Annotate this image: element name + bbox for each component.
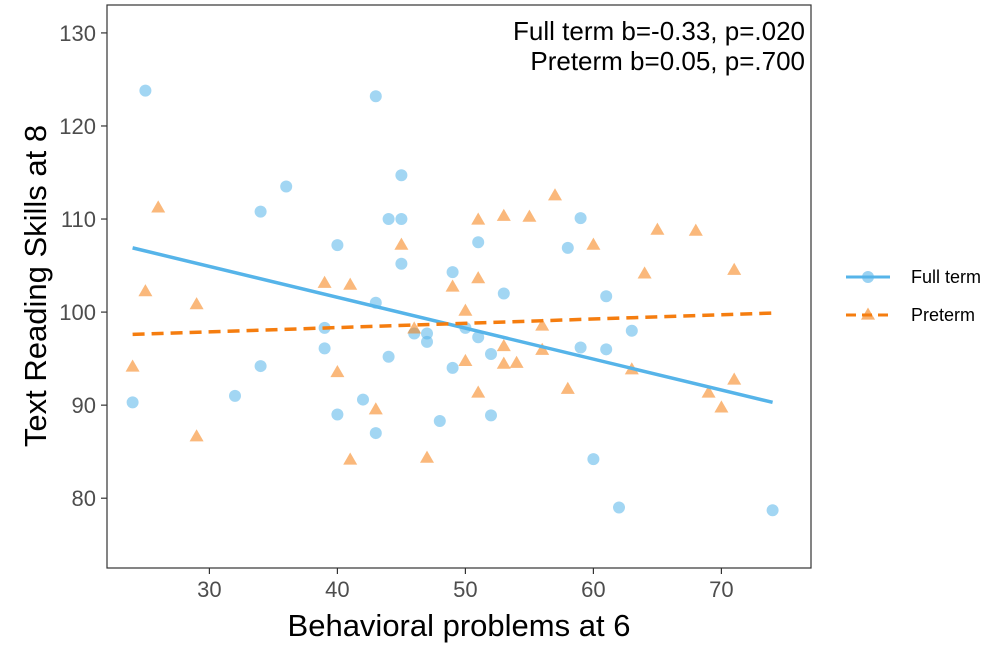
data-point-preterm [471,385,486,398]
data-point-preterm [420,450,434,463]
data-point-preterm [535,342,550,355]
fit-line-full-term [132,246,774,405]
data-point-preterm [125,359,140,372]
data-point-preterm [407,321,422,334]
y-axis-title: Text Reading Skills at 8 [18,125,53,447]
data-point-full-term [600,343,613,356]
y-tick-label: 130 [59,21,96,46]
annotation-full-term-stats: Full term b=-0.33, p=.020 [513,16,805,46]
data-point-full-term [421,335,433,348]
data-point-full-term [485,347,497,360]
legend: Full term Preterm [846,267,981,325]
x-tick-label: 70 [709,577,733,602]
y-tick-label: 100 [59,300,96,325]
data-point-full-term [421,327,433,340]
data-point-preterm [496,356,511,369]
data-point-full-term [472,236,485,249]
data-point-full-term [369,427,382,440]
data-point-full-term [587,453,600,466]
data-point-full-term [229,389,241,402]
data-point-full-term [280,180,293,193]
data-point-preterm [394,237,409,250]
data-point-preterm [688,223,703,236]
data-point-full-term [382,213,395,226]
data-point-full-term [254,360,267,373]
data-point-preterm [445,279,460,292]
data-point-full-term [433,414,446,427]
data-point-full-term [331,239,344,252]
y-tick-label: 120 [59,114,96,139]
data-point-full-term [613,501,625,514]
data-point-preterm [330,365,345,378]
data-point-preterm [586,237,601,250]
data-point-preterm [189,429,204,442]
data-point-full-term [139,84,152,97]
data-point-full-term [395,257,408,270]
data-point-preterm [368,402,383,415]
data-point-preterm [714,400,729,413]
data-point-preterm [458,353,473,367]
legend-key-triangle-preterm [861,307,875,320]
data-point-preterm [548,188,562,201]
data-point-full-term [382,350,395,363]
data-point-preterm [317,275,332,288]
legend-label-preterm: Preterm [911,305,975,325]
data-point-full-term [126,396,139,409]
data-point-full-term [625,324,638,337]
data-point-preterm [343,452,358,465]
x-axis-title: Behavioral problems at 6 [288,608,631,643]
data-point-preterm [560,381,575,394]
data-point-preterm [522,209,537,222]
data-point-full-term [766,504,779,517]
data-point-preterm [151,200,166,213]
data-point-full-term [318,342,331,355]
x-tick-label: 50 [453,577,477,602]
data-point-preterm [343,277,358,290]
data-point-full-term [254,205,267,218]
y-tick-label: 90 [72,393,96,418]
data-point-preterm [727,372,742,385]
data-point-full-term [561,241,574,254]
data-point-preterm [727,262,742,275]
data-point-full-term [497,287,510,300]
y-tick-label: 110 [61,207,96,232]
data-point-full-term [446,361,459,374]
data-point-preterm [535,318,550,331]
data-point-full-term [472,331,485,344]
plot-panel-border [106,4,812,569]
data-point-preterm [509,355,524,368]
y-tick-label: 80 [72,486,96,511]
data-point-preterm [637,266,652,279]
annotation-preterm-stats: Preterm b=0.05, p=.700 [530,46,805,76]
x-tick-label: 30 [197,577,221,602]
data-point-full-term [574,341,587,354]
data-point-full-term [485,409,497,422]
data-point-full-term [395,213,408,226]
data-point-full-term [600,290,613,303]
legend-key-circle-full-term [862,271,874,283]
data-point-preterm [458,303,473,316]
legend-label-full-term: Full term [911,267,981,287]
fit-line-preterm [132,311,773,337]
data-point-preterm [496,208,511,221]
data-point-full-term [395,169,408,182]
data-point-preterm [138,284,153,297]
data-point-preterm [189,297,204,310]
data-point-preterm [471,271,486,284]
data-point-preterm [471,212,486,225]
data-point-full-term [357,393,369,406]
data-point-full-term [331,408,344,421]
data-point-full-term [446,266,459,279]
data-point-preterm [650,222,665,235]
x-tick-label: 40 [325,577,349,602]
x-tick-label: 60 [581,577,605,602]
data-point-preterm [701,385,716,398]
data-point-full-term [574,212,587,225]
data-point-full-term [369,90,382,103]
data-point-preterm [496,339,511,352]
